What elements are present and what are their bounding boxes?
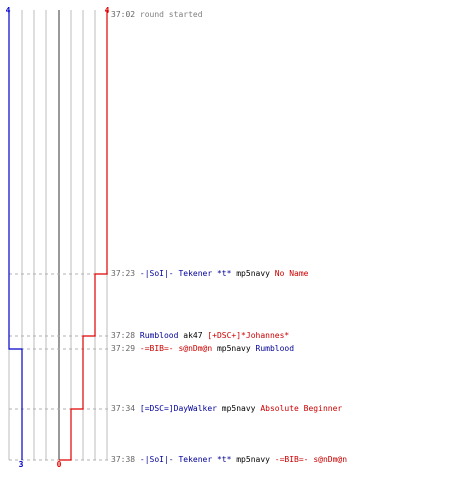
log-text: No Name bbox=[274, 269, 309, 278]
log-text: -=BIB=- s@nDm@n bbox=[274, 455, 348, 464]
log-entry: 37:23 -|SoI|- Tekener *t* mp5navy No Nam… bbox=[111, 269, 309, 279]
log-text: mp5navy bbox=[231, 455, 275, 464]
log-time: 37:38 bbox=[111, 455, 140, 464]
log-text: round started bbox=[139, 10, 203, 19]
log-text: -=BIB=- s@nDm@n bbox=[139, 344, 213, 353]
red-start-score-label: 4 bbox=[105, 6, 110, 15]
log-entry: 37:29 -=BIB=- s@nDm@n mp5navy Rumblood bbox=[111, 344, 294, 354]
log-entry: 37:02 round started bbox=[111, 10, 203, 20]
log-entry: 37:28 Rumblood ak47 [+DSC+]*Johannes* bbox=[111, 331, 289, 341]
log-text: Rumblood bbox=[139, 331, 179, 340]
log-text: -|SoI|- Tekener *t* bbox=[139, 269, 232, 278]
blue-end-score-label: 3 bbox=[19, 460, 24, 469]
blue-team-line bbox=[8, 10, 23, 460]
log-text: ak47 bbox=[178, 331, 208, 340]
event-guide-lines bbox=[9, 273, 108, 461]
log-text: -|SoI|- Tekener *t* bbox=[139, 455, 232, 464]
log-text: [=DSC=]DayWalker bbox=[139, 404, 217, 413]
log-entry: 37:34 [=DSC=]DayWalker mp5navy Absolute … bbox=[111, 404, 342, 414]
blue-start-score-label: 4 bbox=[6, 6, 11, 15]
red-end-score-label: 0 bbox=[57, 460, 62, 469]
log-text: mp5navy bbox=[216, 404, 261, 413]
log-time: 37:29 bbox=[111, 344, 140, 353]
log-text: mp5navy bbox=[231, 269, 275, 278]
series-lines bbox=[8, 10, 108, 461]
log-entry: 37:38 -|SoI|- Tekener *t* mp5navy -=BIB=… bbox=[111, 455, 347, 465]
red-team-line bbox=[59, 10, 108, 461]
log-text: Absolute Beginner bbox=[260, 404, 343, 413]
log-time: 37:02 bbox=[111, 10, 140, 19]
log-time: 37:28 bbox=[111, 331, 140, 340]
log-time: 37:23 bbox=[111, 269, 140, 278]
log-text: [+DSC+]*Johannes* bbox=[207, 331, 290, 340]
log-text: mp5navy bbox=[212, 344, 256, 353]
chart-grid bbox=[8, 10, 108, 460]
log-text: Rumblood bbox=[255, 344, 295, 353]
log-time: 37:34 bbox=[111, 404, 140, 413]
